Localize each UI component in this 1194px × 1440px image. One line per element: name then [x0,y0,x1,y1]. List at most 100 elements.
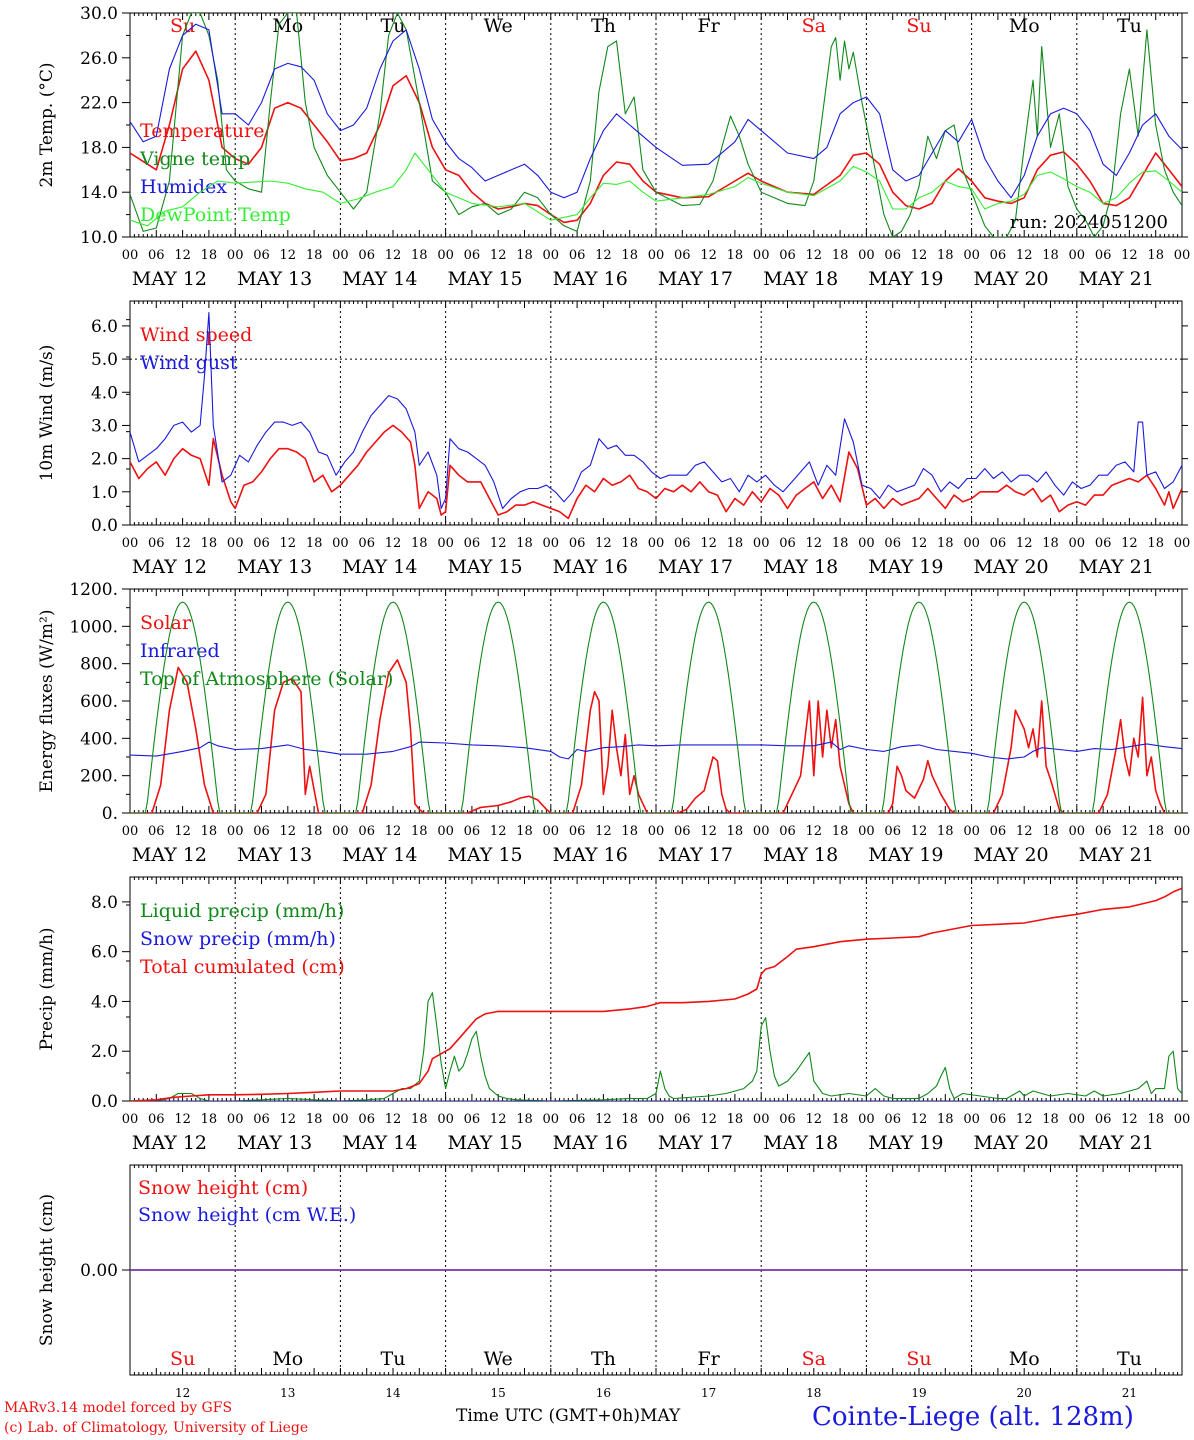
hour-tick-label: 12 [1121,248,1138,263]
y-tick-label: 4.0 [91,992,118,1012]
hour-tick-label: 18 [1147,536,1164,551]
legend-entry: Humidex [140,176,227,198]
hour-tick-label: 00 [858,824,875,839]
hour-tick-label: 18 [832,536,849,551]
date-label: MAY 13 [237,268,312,290]
panel-5: 0.00 Snow height (cm) Su Mo Tu We Th Fr Sa Su Mo Tu… [37,1164,1188,1400]
date-label: MAY 20 [973,1132,1048,1154]
y-tick-label: 6.0 [91,943,118,963]
date-label: MAY 16 [553,844,628,866]
hour-tick-label: 00 [963,248,980,263]
day-name-label: Tu [1117,1348,1142,1370]
hour-tick-label: 06 [779,248,796,263]
time-axis-label: Time UTC (GMT+0h)MAY [456,1406,680,1426]
hour-tick-label: 06 [253,1112,270,1127]
hour-tick-label: 00 [437,1112,454,1127]
hour-tick-label: 00 [227,536,244,551]
hour-tick-label: 06 [358,248,375,263]
hour-tick-label: 06 [253,248,270,263]
hour-tick-label: 06 [884,536,901,551]
y-axis-title: 10m Wind (m/s) [37,345,57,482]
panel-4: 0.0 2.0 4.0 6.0 8.0 Precip (mm/h) 00 06 12 18 MAY … [37,876,1190,1154]
hour-tick-label: 12 [490,248,507,263]
hour-tick-label: 12 [1016,1112,1033,1127]
legend-entry: Snow height (cm) [138,1177,308,1199]
series-line-humidex [130,23,1182,199]
day-number-label: 20 [1017,1386,1032,1400]
hour-tick-label: 00 [227,1112,244,1127]
day-name-label: Su [906,1348,931,1370]
hour-tick-label: 06 [884,1112,901,1127]
date-label: MAY 18 [763,268,838,290]
hour-tick-label: 18 [201,824,218,839]
hour-ticks [129,301,1183,525]
y-tick-label: 22.0 [80,94,118,114]
day-number-label: 12 [175,1386,190,1400]
y-tick-label: 0.00 [80,1261,118,1281]
hour-tick-label: 00 [122,248,139,263]
hour-tick-label: 00 [437,248,454,263]
legend-entry: Snow precip (mm/h) [140,928,336,950]
hour-tick-label: 00 [648,248,665,263]
hour-tick-label: 18 [727,248,744,263]
legend-entry: Snow height (cm W.E.) [138,1204,356,1226]
hour-tick-label: 06 [990,1112,1007,1127]
date-label: MAY 12 [132,1132,207,1154]
hour-tick-label: 12 [700,824,717,839]
hour-tick-label: 06 [779,824,796,839]
model-credit: MARv3.14 model forced by GFS [4,1400,233,1416]
hour-tick-label: 00 [858,1112,875,1127]
date-label: MAY 17 [658,556,733,578]
hour-tick-label: 06 [1095,248,1112,263]
hour-tick-label: 18 [727,1112,744,1127]
hour-tick-label: 06 [148,248,165,263]
hour-tick-label: 00 [122,536,139,551]
hour-tick-label: 12 [1121,1112,1138,1127]
hour-tick-label: 00 [1069,1112,1086,1127]
hour-tick-label: 12 [174,248,191,263]
legend-entry: Wind gust [140,352,238,374]
hour-tick-label: 00 [1174,248,1191,263]
y-tick-label: 1200. [69,580,118,600]
hour-tick-label: 18 [516,536,533,551]
series-line-top-of-atmosphere-solar [130,601,1182,813]
hour-tick-label: 18 [1147,1112,1164,1127]
hour-tick-label: 06 [358,536,375,551]
date-label: MAY 20 [973,844,1048,866]
hour-tick-label: 00 [753,248,770,263]
legend-entry: Solar [140,612,192,634]
day-name-label: Tu [381,1348,406,1370]
day-number-label: 15 [491,1386,506,1400]
y-tick-label: 4.0 [91,383,118,403]
hour-tick-label: 12 [700,1112,717,1127]
y-tick-label: 1000. [69,617,118,637]
hour-tick-label: 06 [990,536,1007,551]
y-tick-label: 1.0 [91,483,118,503]
hour-tick-label: 18 [832,824,849,839]
hour-tick-label: 18 [411,536,428,551]
hour-tick-label: 12 [700,536,717,551]
y-tick-label: 0.0 [91,1092,118,1112]
hour-tick-label: 06 [674,248,691,263]
date-label: MAY 14 [342,268,417,290]
hour-tick-label: 06 [674,536,691,551]
hour-tick-label: 12 [911,536,928,551]
y-tick-label: 0. [102,804,118,824]
date-label: MAY 16 [553,268,628,290]
hour-tick-label: 12 [280,248,297,263]
hour-tick-label: 00 [122,824,139,839]
hour-tick-label: 12 [385,824,402,839]
date-label: MAY 21 [1079,556,1154,578]
day-number-label: 14 [385,1386,401,1400]
series-line-temperature [130,50,1182,224]
day-name-label: Tu [1117,15,1142,37]
date-label: MAY 18 [763,556,838,578]
hour-tick-label: 12 [385,1112,402,1127]
hour-tick-label: 18 [937,1112,954,1127]
hour-tick-label: 06 [464,248,481,263]
legend-entry: Wind speed [140,324,252,346]
date-label: MAY 12 [132,844,207,866]
hour-tick-label: 06 [674,1112,691,1127]
y-axis-title: Snow height (cm) [37,1194,57,1346]
day-name-label: Su [906,15,931,37]
